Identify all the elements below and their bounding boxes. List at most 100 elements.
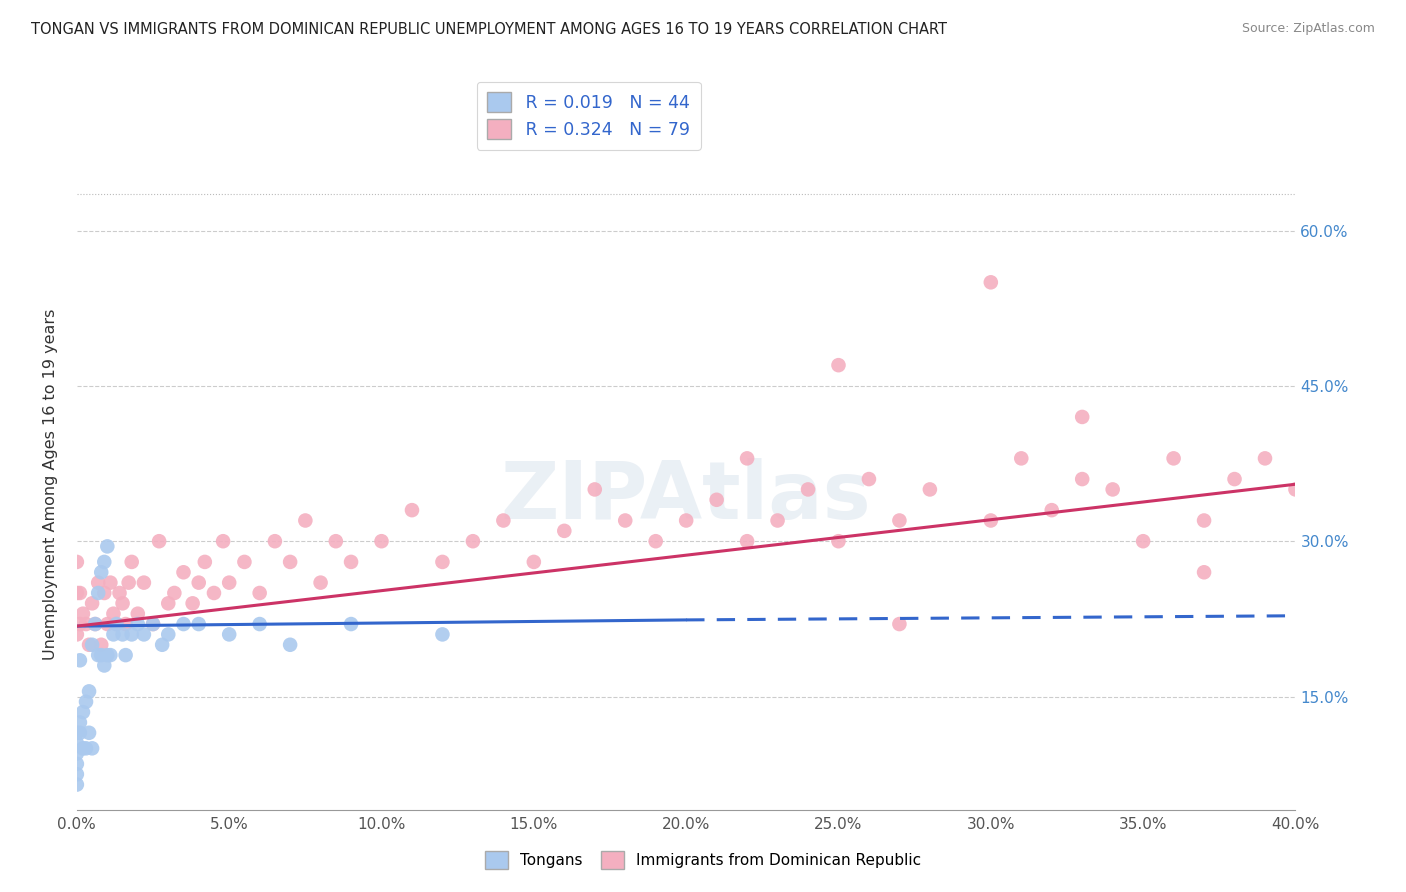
Point <box>889 514 911 528</box>
Point <box>766 514 789 528</box>
Point <box>82 596 104 610</box>
Point <box>72 607 94 621</box>
Point <box>340 555 363 569</box>
Point <box>69 715 91 730</box>
Point <box>114 617 136 632</box>
Point <box>675 514 697 528</box>
Point <box>100 648 122 662</box>
Point <box>132 575 155 590</box>
Point <box>90 566 112 580</box>
Point <box>150 638 173 652</box>
Point <box>264 534 287 549</box>
Point <box>583 483 606 497</box>
Point <box>309 575 332 590</box>
Point <box>69 586 91 600</box>
Point <box>889 617 911 632</box>
Point <box>1192 514 1215 528</box>
Point <box>1040 503 1063 517</box>
Point <box>1163 451 1185 466</box>
Point <box>69 726 91 740</box>
Point <box>93 586 115 600</box>
Point <box>108 586 131 600</box>
Point <box>87 648 110 662</box>
Point <box>75 617 97 632</box>
Point <box>980 514 1002 528</box>
Point <box>66 586 89 600</box>
Point <box>66 756 89 771</box>
Point <box>157 596 180 610</box>
Point <box>75 741 97 756</box>
Point <box>194 555 217 569</box>
Point <box>84 617 107 632</box>
Point <box>212 534 235 549</box>
Point <box>77 726 100 740</box>
Point <box>492 514 515 528</box>
Text: ZIPAtlas: ZIPAtlas <box>501 458 872 536</box>
Point <box>858 472 880 486</box>
Point <box>827 534 849 549</box>
Point <box>66 726 89 740</box>
Point <box>187 617 209 632</box>
Legend:  R = 0.019   N = 44,  R = 0.324   N = 79: R = 0.019 N = 44, R = 0.324 N = 79 <box>477 82 700 150</box>
Legend: Tongans, Immigrants from Dominican Republic: Tongans, Immigrants from Dominican Repub… <box>479 845 927 875</box>
Point <box>148 534 170 549</box>
Point <box>87 586 110 600</box>
Point <box>66 767 89 781</box>
Point <box>69 617 91 632</box>
Point <box>1223 472 1246 486</box>
Point <box>121 627 143 641</box>
Point <box>173 566 195 580</box>
Point <box>132 627 155 641</box>
Point <box>980 275 1002 289</box>
Point <box>173 617 195 632</box>
Point <box>72 705 94 719</box>
Point <box>918 483 941 497</box>
Point <box>96 540 118 554</box>
Point <box>114 648 136 662</box>
Point <box>77 638 100 652</box>
Point <box>84 617 107 632</box>
Point <box>66 778 89 792</box>
Point <box>325 534 347 549</box>
Point <box>90 638 112 652</box>
Point <box>278 555 301 569</box>
Point <box>706 492 728 507</box>
Point <box>370 534 392 549</box>
Point <box>523 555 546 569</box>
Point <box>181 596 204 610</box>
Point <box>233 555 256 569</box>
Point <box>121 555 143 569</box>
Point <box>432 555 454 569</box>
Point <box>96 617 118 632</box>
Point <box>202 586 225 600</box>
Point <box>127 617 149 632</box>
Point <box>218 575 240 590</box>
Point <box>96 648 118 662</box>
Point <box>1071 472 1094 486</box>
Point <box>163 586 186 600</box>
Point <box>93 555 115 569</box>
Point <box>461 534 484 549</box>
Point <box>827 358 849 372</box>
Point <box>82 638 104 652</box>
Point <box>118 575 141 590</box>
Point <box>797 483 820 497</box>
Point <box>87 575 110 590</box>
Point <box>1101 483 1123 497</box>
Point <box>82 741 104 756</box>
Point <box>553 524 575 538</box>
Point <box>100 575 122 590</box>
Point <box>614 514 637 528</box>
Text: TONGAN VS IMMIGRANTS FROM DOMINICAN REPUBLIC UNEMPLOYMENT AMONG AGES 16 TO 19 YE: TONGAN VS IMMIGRANTS FROM DOMINICAN REPU… <box>31 22 946 37</box>
Point <box>105 617 128 632</box>
Point <box>1071 409 1094 424</box>
Point <box>1254 451 1277 466</box>
Point <box>103 607 125 621</box>
Point <box>432 627 454 641</box>
Point <box>103 627 125 641</box>
Point <box>142 617 165 632</box>
Point <box>187 575 209 590</box>
Point <box>69 653 91 667</box>
Point <box>127 607 149 621</box>
Point <box>66 627 89 641</box>
